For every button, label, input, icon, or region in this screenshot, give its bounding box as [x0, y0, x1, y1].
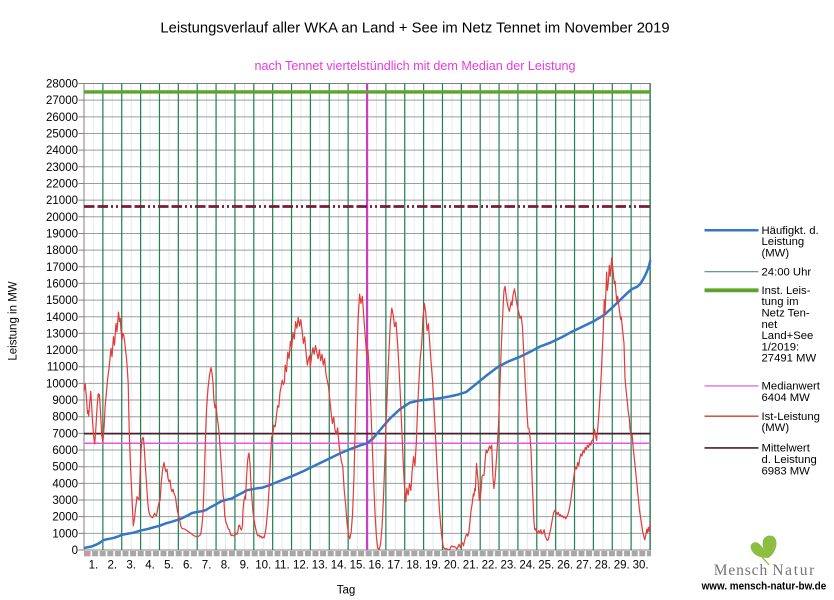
svg-text:26000: 26000	[46, 112, 78, 124]
svg-text:10000: 10000	[46, 378, 78, 390]
svg-text:5.: 5.	[164, 560, 174, 572]
svg-text:3.: 3.	[126, 560, 136, 572]
svg-text:Ist-Leistung: Ist-Leistung	[762, 411, 820, 423]
svg-text:27000: 27000	[46, 95, 78, 107]
svg-text:1000: 1000	[52, 528, 78, 540]
svg-text:16.: 16.	[368, 560, 384, 572]
svg-text:6983 MW: 6983 MW	[762, 465, 811, 477]
svg-text:22000: 22000	[46, 179, 78, 191]
svg-text:Mittelwert: Mittelwert	[762, 443, 811, 455]
svg-text:24.: 24.	[519, 560, 535, 572]
svg-text:7000: 7000	[52, 428, 78, 440]
svg-text:24000: 24000	[46, 145, 78, 157]
svg-text:27.: 27.	[576, 560, 592, 572]
svg-text:9000: 9000	[52, 395, 78, 407]
svg-text:6.: 6.	[183, 560, 193, 572]
svg-text:22.: 22.	[482, 560, 498, 572]
svg-text:11000: 11000	[47, 362, 78, 374]
svg-text:27491 MW: 27491 MW	[762, 353, 817, 365]
svg-text:30.: 30.	[633, 560, 649, 572]
svg-text:9.: 9.	[240, 560, 250, 572]
svg-text:(MW): (MW)	[762, 422, 790, 434]
svg-text:Medianwert: Medianwert	[762, 381, 821, 393]
svg-text:24:00 Uhr: 24:00 Uhr	[762, 266, 812, 278]
svg-text:18.: 18.	[406, 560, 422, 572]
svg-text:www. mensch-natur-bw.de: www. mensch-natur-bw.de	[701, 581, 826, 593]
svg-text:12.: 12.	[293, 560, 309, 572]
svg-text:Netz Ten-: Netz Ten-	[762, 308, 810, 320]
svg-text:1.: 1.	[89, 560, 99, 572]
svg-text:23.: 23.	[501, 560, 517, 572]
svg-text:Mensch: Mensch	[714, 562, 768, 579]
svg-text:Leistung: Leistung	[762, 236, 805, 248]
svg-text:15000: 15000	[46, 295, 78, 307]
svg-text:12000: 12000	[46, 345, 78, 357]
svg-text:11.: 11.	[275, 560, 290, 572]
svg-text:19000: 19000	[46, 228, 78, 240]
svg-text:Inst. Leis-: Inst. Leis-	[762, 285, 811, 297]
svg-text:20000: 20000	[46, 212, 78, 224]
svg-text:17000: 17000	[46, 262, 78, 274]
svg-text:Tag: Tag	[337, 585, 356, 597]
svg-text:21000: 21000	[46, 195, 78, 207]
svg-text:15.: 15.	[350, 560, 366, 572]
svg-text:4000: 4000	[52, 478, 78, 490]
svg-text:3000: 3000	[52, 495, 78, 507]
svg-text:19.: 19.	[425, 560, 441, 572]
svg-text:25.: 25.	[538, 560, 554, 572]
svg-text:29.: 29.	[614, 560, 630, 572]
svg-text:25000: 25000	[46, 129, 78, 141]
svg-text:23000: 23000	[46, 162, 78, 174]
svg-text:13000: 13000	[46, 328, 78, 340]
svg-text:18000: 18000	[46, 245, 78, 257]
svg-text:(MW): (MW)	[762, 248, 790, 260]
svg-text:16000: 16000	[46, 278, 78, 290]
svg-text:6404 MW: 6404 MW	[762, 392, 811, 404]
svg-text:8000: 8000	[52, 412, 78, 424]
svg-text:Natur: Natur	[772, 562, 815, 579]
svg-text:5000: 5000	[52, 462, 78, 474]
svg-text:1/2019:: 1/2019:	[762, 341, 800, 353]
svg-text:2.: 2.	[108, 560, 118, 572]
svg-text:7.: 7.	[202, 560, 212, 572]
svg-text:8.: 8.	[221, 560, 231, 572]
svg-text:13.: 13.	[312, 560, 328, 572]
svg-text:nach Tennet viertelstündlich m: nach Tennet viertelstündlich mit dem Med…	[254, 59, 575, 73]
svg-text:4.: 4.	[145, 560, 155, 572]
svg-text:21.: 21.	[463, 560, 479, 572]
svg-text:d. Leistung: d. Leistung	[762, 454, 817, 466]
svg-text:Leistungsverlauf aller WKA an: Leistungsverlauf aller WKA an Land + See…	[160, 21, 669, 37]
svg-text:6000: 6000	[52, 445, 78, 457]
svg-text:26.: 26.	[557, 560, 573, 572]
svg-text:20.: 20.	[444, 560, 460, 572]
svg-text:17.: 17.	[387, 560, 403, 572]
svg-text:14000: 14000	[46, 312, 78, 324]
svg-text:Land+See: Land+See	[762, 330, 814, 342]
svg-text:tung im: tung im	[762, 296, 799, 308]
svg-text:net: net	[762, 319, 779, 331]
svg-text:0: 0	[72, 545, 78, 557]
svg-text:14.: 14.	[331, 560, 347, 572]
svg-text:Leistung in MW: Leistung in MW	[8, 281, 20, 360]
svg-text:Häufigkt. d.: Häufigkt. d.	[762, 225, 819, 237]
svg-text:28000: 28000	[46, 79, 78, 91]
svg-text:10.: 10.	[255, 560, 271, 572]
svg-text:28.: 28.	[595, 560, 611, 572]
svg-text:2000: 2000	[52, 512, 78, 524]
